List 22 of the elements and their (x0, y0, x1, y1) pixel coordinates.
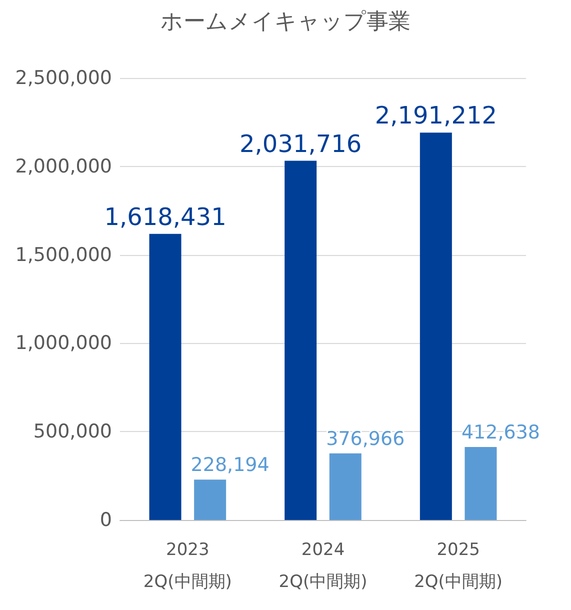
data-label: 1,618,431 (104, 202, 226, 231)
bar (149, 234, 182, 520)
y-tick-label: 1,000,000 (15, 332, 112, 354)
y-tick-label: 500,000 (33, 420, 112, 443)
data-label: 412,638 (461, 422, 540, 444)
y-tick-label: 2,000,000 (15, 155, 112, 178)
bar (420, 132, 452, 520)
data-label: 2,031,716 (240, 130, 362, 158)
data-label: 376,966 (326, 428, 405, 450)
y-tick-label: 1,500,000 (15, 244, 112, 266)
x-tick-label: 2025 2Q(中間期) (414, 540, 503, 592)
data-label: 228,194 (190, 454, 270, 476)
y-tick-label: 2,500,000 (15, 67, 112, 89)
x-tick-label: 2024 2Q(中間期) (278, 540, 368, 592)
bar (284, 160, 317, 520)
bar (464, 447, 497, 520)
bar (194, 480, 226, 520)
chart-title: ホームメイキャップ事業 (160, 10, 410, 34)
data-label: 2,191,212 (374, 102, 498, 130)
x-tick-label: 2023 2Q(中間期) (143, 540, 232, 592)
y-tick-label: 0 (100, 509, 112, 531)
bar (329, 453, 362, 520)
